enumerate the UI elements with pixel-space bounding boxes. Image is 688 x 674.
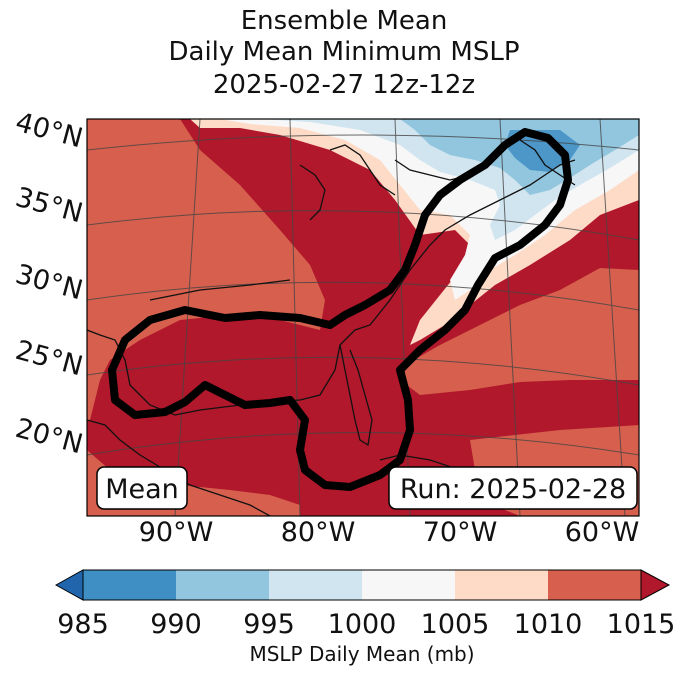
colorbar-extend-low — [54, 569, 84, 601]
contour-outline — [108, 128, 572, 491]
colorbar-tick-1015: 1015 — [607, 609, 676, 640]
map-frame — [86, 118, 640, 517]
colorbar-tick-1010: 1010 — [514, 609, 583, 640]
colorbar-label: MSLP Daily Mean (mb) — [249, 642, 474, 666]
colorbar-extend-high — [640, 569, 671, 601]
colorbar-segment-990-995 — [176, 570, 269, 600]
title-line-2: Daily Mean Minimum MSLP — [168, 37, 520, 67]
lat-label-25: 25°N — [12, 335, 86, 383]
lat-label-40: 40°N — [12, 107, 86, 155]
graticule — [87, 119, 639, 516]
mslp-field-1010 — [87, 119, 639, 420]
coastlines — [87, 139, 576, 516]
map-panel — [87, 119, 639, 516]
lon-label-70w: 70°W — [423, 517, 498, 548]
colorbar-segment-1000-1005 — [362, 570, 455, 600]
colorbar-segment-995-1000 — [269, 570, 362, 600]
run-label-box — [388, 466, 638, 510]
run-label: Run: 2025-02-28 — [400, 474, 626, 505]
colorbar-segment-1005-1010 — [455, 570, 548, 600]
colorbar-tick-1000: 1000 — [328, 609, 397, 640]
title-line-1: Ensemble Mean — [240, 6, 448, 36]
mean-label-box — [96, 466, 188, 510]
colorbar-segment-1010-1015 — [548, 570, 641, 600]
lat-label-30: 30°N — [12, 259, 86, 307]
lat-label-20: 20°N — [12, 413, 86, 461]
colorbar-tick-995: 995 — [243, 609, 295, 640]
colorbar — [54, 569, 671, 601]
mean-label: Mean — [105, 474, 179, 505]
colorbar-tick-1005: 1005 — [421, 609, 490, 640]
lon-label-80w: 80°W — [281, 517, 356, 548]
lon-label-60w: 60°W — [565, 517, 640, 548]
lat-label-35: 35°N — [12, 182, 86, 230]
colorbar-tick-990: 990 — [150, 609, 202, 640]
title-line-3: 2025-02-27 12z-12z — [212, 70, 476, 100]
colorbar-segment-985-990 — [83, 570, 176, 600]
lon-label-90w: 90°W — [139, 517, 214, 548]
colorbar-tick-985: 985 — [57, 609, 109, 640]
